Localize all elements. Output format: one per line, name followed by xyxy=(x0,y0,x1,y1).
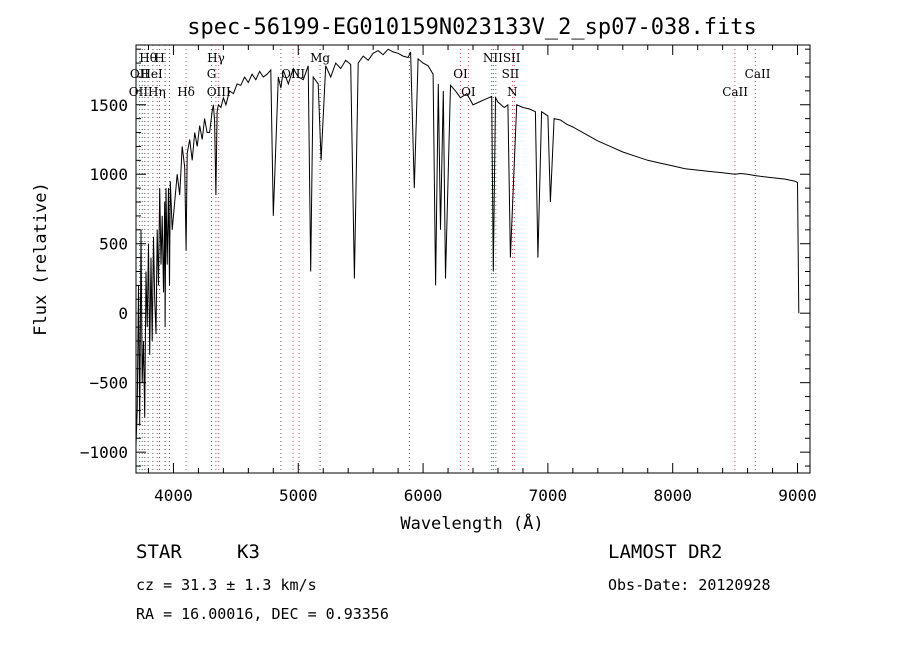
y-tick-label: 0 xyxy=(118,304,128,323)
spectral-line-label: NIISII xyxy=(483,51,521,65)
chart-title: spec-56199-EG010159N023133V_2_sp07-038.f… xyxy=(187,15,757,40)
obs-date-text: Obs-Date: 20120928 xyxy=(608,576,771,594)
spectral-line-label: OIII xyxy=(207,85,231,99)
spectral-line-label: Hθ xyxy=(139,51,157,65)
x-tick-label: 8000 xyxy=(653,486,692,505)
spectral-line-label: OI xyxy=(453,67,468,81)
y-tick-layer: −1000 −500 0 500 1000 1500 xyxy=(80,48,810,467)
x-tick-label: 5000 xyxy=(279,486,318,505)
spectral-line-label: N xyxy=(507,85,518,99)
y-axis-label: Flux (relative) xyxy=(31,182,51,336)
x-tick-label: 7000 xyxy=(529,486,568,505)
x-axis-label: Wavelength (Å) xyxy=(400,512,543,534)
spectral-line-label: HeI xyxy=(140,67,163,81)
y-tick-label: 1000 xyxy=(89,165,128,184)
x-tick-label: 9000 xyxy=(778,486,817,505)
redshift-text: cz = 31.3 ± 1.3 km/s xyxy=(136,576,317,594)
class-label: STAR xyxy=(136,541,182,563)
x-tick-label: 6000 xyxy=(404,486,443,505)
plot-frame xyxy=(135,44,811,474)
marker-line-layer xyxy=(138,45,756,473)
spectral-line-label: Hδ xyxy=(177,85,195,99)
spectrum-line xyxy=(135,48,800,446)
spectral-line-label: OIIHη xyxy=(129,85,166,99)
x-tick-label: 4000 xyxy=(154,486,193,505)
spectral-line-label: SII xyxy=(502,67,520,81)
spectral-line-label: G xyxy=(207,67,217,81)
spectral-line-label: H xyxy=(154,51,164,65)
y-tick-label: −500 xyxy=(89,374,128,393)
y-tick-label: 1500 xyxy=(89,96,128,115)
y-tick-label: 500 xyxy=(99,235,128,254)
spectral-line-label: CaII xyxy=(745,67,771,81)
spectral-line-label: Mg xyxy=(310,51,330,65)
subclass-label: K3 xyxy=(237,541,260,563)
radec-text: RA = 16.00016, DEC = 0.93356 xyxy=(136,605,389,623)
spectral-line-label: Hγ xyxy=(207,51,225,65)
x-tick-layer: 4000 5000 6000 7000 8000 9000 xyxy=(147,45,817,505)
y-tick-label: −1000 xyxy=(80,443,128,462)
spectral-line-label: CaII xyxy=(722,85,748,99)
spectral-line-label: OII xyxy=(130,67,150,81)
series-layer xyxy=(135,48,800,446)
survey-label: LAMOST DR2 xyxy=(608,541,722,563)
